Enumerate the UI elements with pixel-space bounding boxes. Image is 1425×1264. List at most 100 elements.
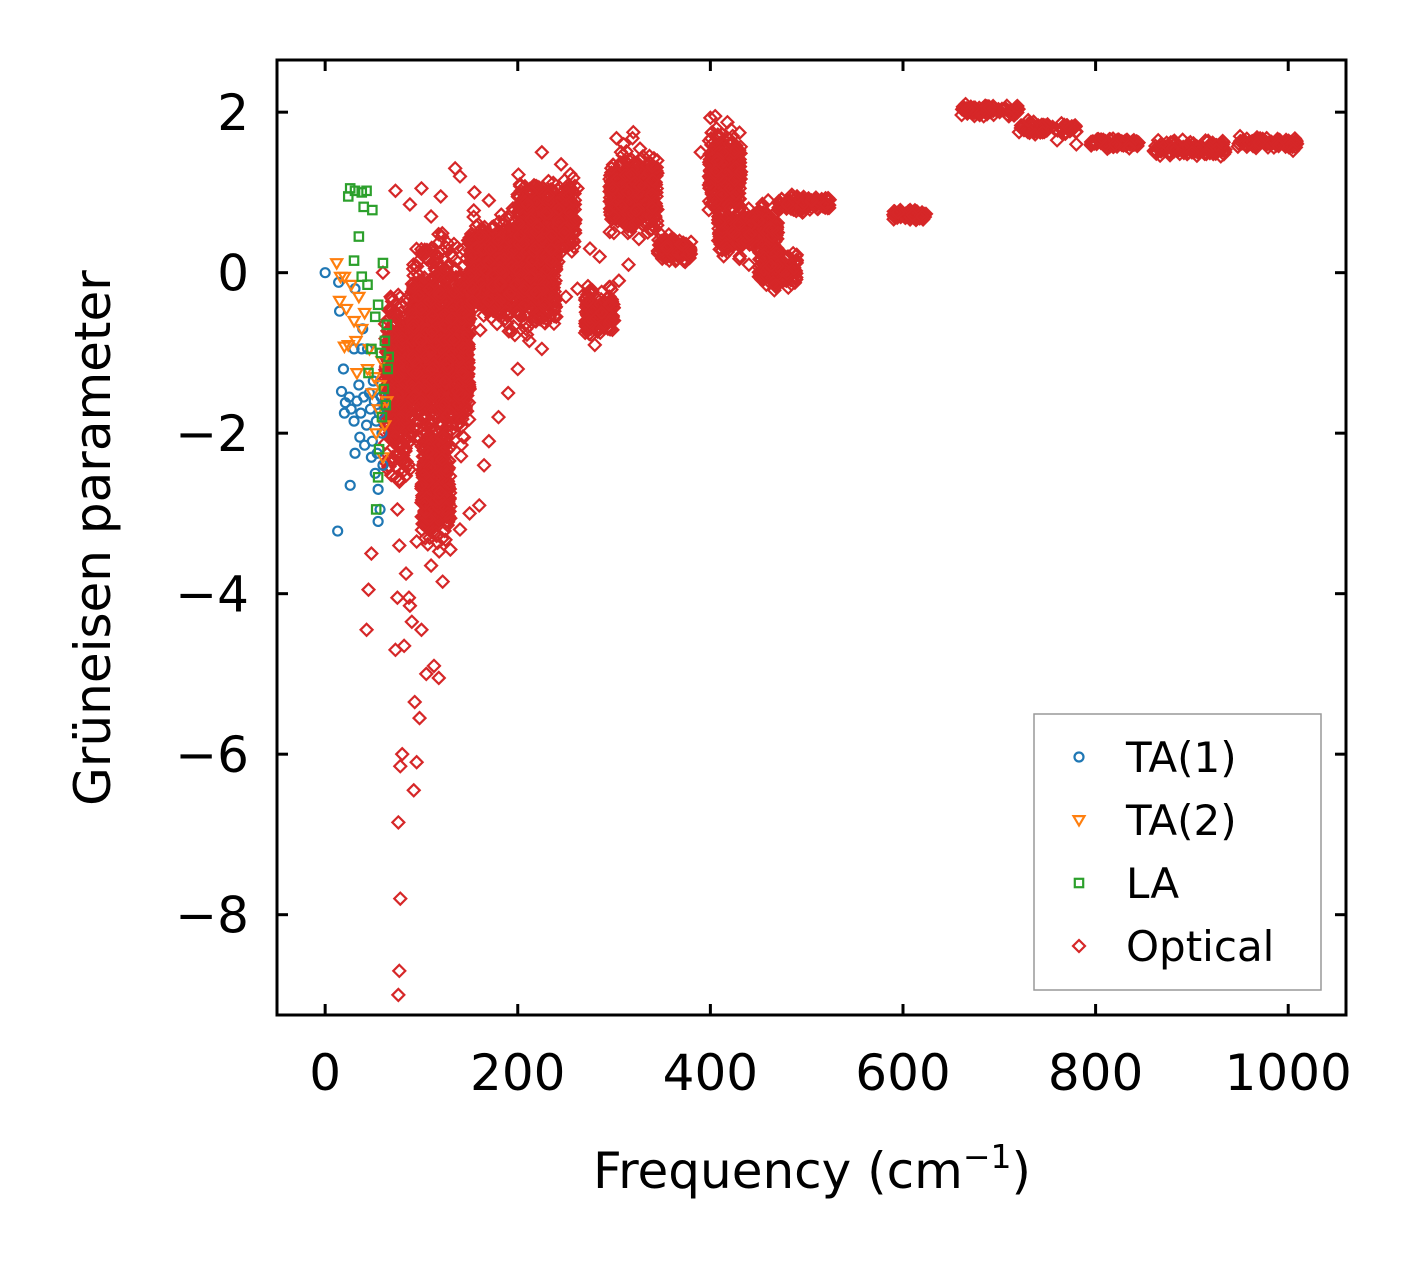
- optical-point: [602, 313, 618, 329]
- optical-point: [564, 212, 580, 228]
- optical-point: [420, 536, 436, 552]
- optical-point: [384, 371, 400, 387]
- optical-point: [387, 370, 403, 387]
- optical-point: [738, 228, 754, 244]
- optical-point: [537, 296, 553, 312]
- data-points: [319, 96, 1305, 1003]
- optical-point: [520, 319, 536, 335]
- optical-point: [453, 448, 469, 464]
- optical-point: [713, 187, 729, 203]
- optical-point: [417, 530, 433, 546]
- optical-point: [436, 397, 452, 413]
- optical-point: [768, 279, 784, 295]
- optical-point: [423, 368, 440, 384]
- optical-point: [397, 457, 413, 473]
- optical-point: [649, 159, 665, 175]
- optical-point: [522, 269, 538, 285]
- optical-point: [714, 224, 730, 240]
- optical-point: [391, 446, 407, 462]
- optical-point: [525, 206, 542, 222]
- optical-point: [496, 264, 512, 280]
- optical-point: [422, 272, 438, 288]
- optical-point: [508, 260, 524, 276]
- optical-point: [437, 500, 453, 516]
- optical-point: [439, 463, 455, 479]
- optical-point: [623, 219, 639, 235]
- optical-point: [820, 190, 836, 206]
- optical-point: [431, 279, 447, 295]
- optical-point: [501, 307, 518, 323]
- optical-point: [620, 184, 636, 200]
- optical-point: [551, 239, 567, 255]
- optical-point: [783, 201, 799, 217]
- optical-point: [405, 318, 422, 334]
- optical-point: [501, 286, 518, 302]
- optical-point: [492, 275, 508, 291]
- optical-point: [483, 241, 499, 257]
- optical-point: [551, 201, 567, 217]
- optical-point: [442, 510, 458, 526]
- optical-point: [536, 221, 552, 237]
- optical-point: [592, 296, 609, 312]
- optical-point: [463, 249, 479, 265]
- optical-point: [437, 373, 453, 390]
- optical-point: [454, 305, 470, 321]
- optical-point: [455, 340, 471, 356]
- optical-point: [631, 231, 647, 247]
- optical-point: [446, 332, 462, 348]
- optical-point: [650, 245, 666, 262]
- optical-point: [455, 365, 471, 381]
- optical-point: [604, 181, 620, 197]
- optical-point: [617, 167, 634, 183]
- optical-point: [394, 336, 410, 353]
- optical-point: [562, 204, 578, 220]
- optical-point: [419, 510, 435, 527]
- optical-point: [703, 179, 719, 195]
- optical-point: [462, 311, 478, 327]
- optical-point: [504, 323, 520, 339]
- optical-point: [763, 258, 779, 274]
- optical-point: [565, 232, 581, 248]
- optical-point: [446, 236, 462, 252]
- optical-point: [439, 407, 456, 424]
- optical-point: [643, 208, 660, 225]
- optical-point: [628, 215, 644, 231]
- optical-point: [436, 523, 453, 539]
- optical-point: [577, 315, 593, 332]
- optical-point: [384, 328, 400, 344]
- optical-point: [413, 241, 429, 257]
- optical-point: [535, 274, 551, 291]
- optical-point: [431, 491, 447, 507]
- optical-point: [466, 209, 482, 225]
- optical-point: [405, 279, 422, 295]
- optical-point: [530, 219, 546, 235]
- optical-point: [429, 269, 446, 285]
- optical-point: [810, 193, 826, 209]
- optical-point: [543, 241, 559, 257]
- optical-point: [733, 164, 749, 180]
- optical-point: [507, 327, 523, 343]
- optical-point: [424, 240, 440, 256]
- optical-point: [612, 210, 628, 226]
- optical-point: [446, 311, 462, 327]
- optical-point: [709, 193, 725, 209]
- optical-point: [756, 261, 772, 277]
- optical-point: [501, 323, 517, 339]
- optical-point: [415, 423, 431, 439]
- optical-point: [794, 197, 810, 213]
- optical-point: [749, 238, 765, 254]
- optical-point: [389, 392, 405, 408]
- optical-point: [772, 243, 788, 260]
- optical-point: [644, 217, 660, 233]
- optical-point: [441, 490, 458, 506]
- optical-point: [628, 203, 644, 219]
- optical-point: [554, 239, 570, 255]
- optical-point: [472, 229, 488, 245]
- optical-point: [431, 373, 448, 389]
- optical-point: [511, 249, 527, 265]
- optical-point: [602, 224, 618, 240]
- optical-point: [454, 411, 470, 427]
- optical-point: [385, 412, 401, 428]
- optical-point: [492, 277, 508, 293]
